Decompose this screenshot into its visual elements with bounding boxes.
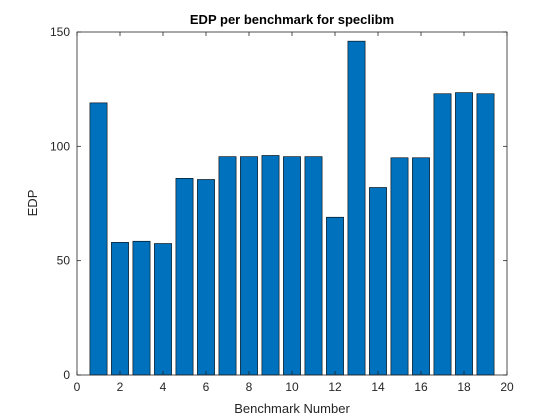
bar-8 [240, 156, 258, 376]
chart-title: EDP per benchmark for speclibm [190, 12, 394, 27]
x-tick-label-12: 12 [328, 380, 342, 394]
bar-2 [111, 242, 129, 376]
x-tick-label-4: 4 [160, 380, 167, 394]
bar-13 [347, 40, 366, 376]
bar-9 [261, 155, 280, 376]
x-tick-label-18: 18 [457, 380, 471, 394]
bar-7 [218, 156, 237, 376]
bar-6 [197, 179, 215, 376]
bar-10 [283, 156, 301, 376]
bar-19 [476, 93, 495, 376]
x-tick-label-10: 10 [285, 380, 299, 394]
y-tick-label-0: 0 [63, 368, 70, 382]
bar-14 [369, 187, 387, 376]
x-tick-label-6: 6 [203, 380, 210, 394]
bar-17 [433, 93, 452, 376]
x-tick-label-16: 16 [414, 380, 428, 394]
bar-5 [175, 178, 194, 376]
y-axis-label: EDP [25, 190, 40, 217]
bar-3 [132, 240, 151, 376]
x-tick-label-8: 8 [246, 380, 253, 394]
x-axis-ticks: 0 2 4 6 8 10 12 14 16 18 20 [74, 32, 514, 394]
bar-18 [455, 92, 473, 376]
x-tick-label-0: 0 [74, 380, 81, 394]
y-tick-label-150: 150 [50, 25, 70, 39]
bar-4 [154, 243, 172, 376]
bar-1 [89, 102, 108, 376]
x-tick-label-14: 14 [371, 380, 385, 394]
bar-15 [390, 157, 409, 376]
x-tick-label-20: 20 [500, 380, 514, 394]
y-tick-label-50: 50 [57, 254, 71, 268]
x-axis-label: Benchmark Number [234, 401, 350, 416]
bars-group [89, 40, 495, 376]
bar-11 [304, 156, 323, 376]
bar-16 [412, 157, 430, 376]
y-axis-ticks: 0 50 100 150 [50, 25, 507, 382]
x-tick-label-2: 2 [117, 380, 124, 394]
bar-12 [326, 216, 344, 376]
y-tick-label-100: 100 [50, 139, 70, 153]
